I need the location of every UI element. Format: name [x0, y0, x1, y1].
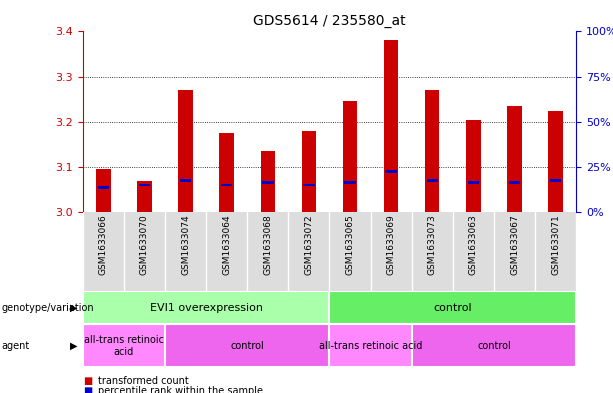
Text: agent: agent	[1, 341, 29, 351]
Text: GSM1633070: GSM1633070	[140, 215, 149, 275]
Bar	[330, 291, 576, 324]
Bar	[261, 151, 275, 212]
Text: transformed count: transformed count	[98, 376, 189, 386]
Text: ■: ■	[83, 386, 92, 393]
Bar	[221, 184, 232, 186]
Text: GSM1633069: GSM1633069	[387, 215, 395, 275]
Bar	[139, 184, 150, 186]
Bar	[83, 324, 165, 367]
Text: control: control	[477, 341, 511, 351]
Bar	[412, 324, 576, 367]
Bar	[180, 179, 191, 182]
Bar	[468, 182, 479, 184]
Text: control: control	[230, 341, 264, 351]
Bar	[96, 169, 110, 212]
Bar	[262, 182, 273, 184]
Text: genotype/variation: genotype/variation	[1, 303, 94, 312]
Bar	[303, 184, 314, 186]
Text: GSM1633067: GSM1633067	[510, 215, 519, 275]
Text: GSM1633064: GSM1633064	[222, 215, 231, 275]
Text: EVI1 overexpression: EVI1 overexpression	[150, 303, 262, 312]
Text: ■: ■	[83, 376, 92, 386]
Text: all-trans retinoic acid: all-trans retinoic acid	[319, 341, 422, 351]
Bar	[425, 90, 440, 212]
Text: ▶: ▶	[70, 303, 77, 312]
Bar	[302, 131, 316, 212]
Bar	[165, 324, 330, 367]
Bar	[345, 182, 356, 184]
Text: GSM1633063: GSM1633063	[469, 215, 478, 275]
Bar	[384, 40, 398, 212]
Bar	[466, 119, 481, 212]
Bar	[137, 181, 151, 212]
Title: GDS5614 / 235580_at: GDS5614 / 235580_at	[253, 14, 406, 28]
Bar	[509, 182, 520, 184]
Bar	[83, 291, 330, 324]
Text: control: control	[433, 303, 472, 312]
Bar	[219, 133, 234, 212]
Text: all-trans retinoic
acid: all-trans retinoic acid	[84, 335, 164, 356]
Bar	[386, 170, 397, 173]
Text: GSM1633072: GSM1633072	[305, 215, 313, 275]
Text: GSM1633074: GSM1633074	[181, 215, 190, 275]
Bar	[427, 179, 438, 182]
Text: GSM1633068: GSM1633068	[264, 215, 272, 275]
Bar	[178, 90, 192, 212]
Text: GSM1633066: GSM1633066	[99, 215, 108, 275]
Bar	[343, 101, 357, 212]
Text: GSM1633065: GSM1633065	[346, 215, 354, 275]
Bar	[97, 186, 109, 189]
Text: percentile rank within the sample: percentile rank within the sample	[98, 386, 263, 393]
Text: GSM1633073: GSM1633073	[428, 215, 437, 275]
Text: ▶: ▶	[70, 341, 77, 351]
Bar	[508, 106, 522, 212]
Text: GSM1633071: GSM1633071	[551, 215, 560, 275]
Bar	[550, 179, 562, 182]
Bar	[330, 324, 412, 367]
Bar	[549, 110, 563, 212]
